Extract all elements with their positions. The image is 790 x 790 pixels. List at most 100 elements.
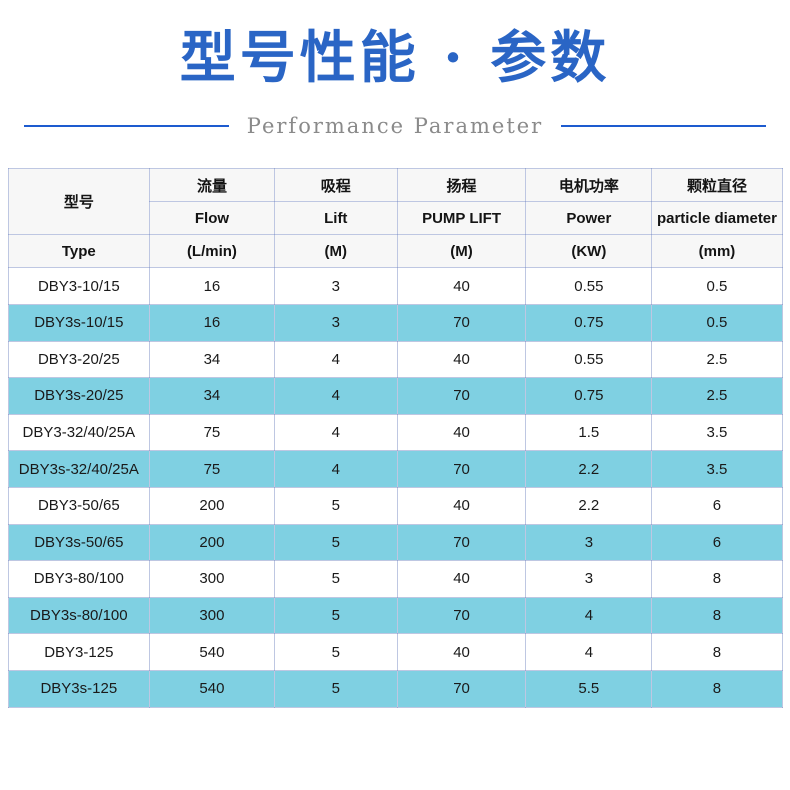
header-cell-unit: (M) (273, 234, 398, 269)
model-cell: DBY3s-10/15 (7, 303, 151, 342)
table-row: DBY3-50/65 200 5 40 2.2 6 (7, 486, 783, 525)
value-cell: 2.5 (651, 340, 783, 379)
header-cell-unit: (M) (396, 234, 527, 269)
model-cell: DBY3-32/40/25A (7, 413, 151, 452)
value-cell: 8 (651, 596, 783, 635)
header-cell-model: 型号 (7, 168, 151, 236)
value-cell: 40 (396, 413, 527, 452)
value-cell: 0.75 (525, 303, 653, 342)
model-cell: DBY3s-125 (7, 669, 151, 708)
subtitle-text: Performance Parameter (246, 114, 544, 139)
value-cell: 70 (396, 523, 527, 562)
value-cell: 34 (149, 377, 275, 415)
header-cell-unit: (KW) (525, 234, 653, 269)
value-cell: 1.5 (525, 413, 653, 452)
value-cell: 0.75 (525, 377, 653, 415)
header-cell-unit: Type (7, 234, 151, 269)
header-cell-cn: 流量 (149, 168, 275, 203)
value-cell: 5.5 (525, 669, 653, 708)
value-cell: 2.2 (525, 486, 653, 525)
model-cell: DBY3s-32/40/25A (7, 450, 151, 488)
table-row: DBY3-20/25 34 4 40 0.55 2.5 (7, 340, 783, 379)
value-cell: 70 (396, 377, 527, 415)
value-cell: 5 (273, 560, 398, 598)
value-cell: 70 (396, 669, 527, 708)
value-cell: 200 (149, 486, 275, 525)
value-cell: 3 (273, 303, 398, 342)
table-row: DBY3-10/15 16 3 40 0.55 0.5 (7, 267, 783, 305)
model-cell: DBY3-80/100 (7, 560, 151, 598)
header-cell-unit: (L/min) (149, 234, 275, 269)
model-cell: DBY3s-50/65 (7, 523, 151, 562)
header-row-en: Flow Lift PUMP LIFT Power particle diameter (8, 201, 783, 236)
value-cell: 40 (396, 340, 527, 379)
value-cell: 5 (273, 486, 398, 525)
model-cell: DBY3s-80/100 (7, 596, 151, 635)
header-cell-en: Lift (273, 201, 398, 236)
value-cell: 40 (396, 633, 527, 671)
value-cell: 540 (149, 669, 275, 708)
value-cell: 70 (396, 303, 527, 342)
value-cell: 16 (149, 267, 275, 305)
value-cell: 4 (525, 633, 653, 671)
table-row: DBY3s-50/65 200 5 70 3 6 (7, 523, 783, 562)
value-cell: 4 (273, 450, 398, 488)
value-cell: 2.2 (525, 450, 653, 488)
header-row-units: Type (L/min) (M) (M) (KW) (mm) (7, 234, 783, 269)
table-row: DBY3-125 540 5 40 4 8 (7, 633, 783, 671)
table-header: 型号 流量 吸程 扬程 电机功率 颗粒直径 Flow Lift PUMP LIFT Power pa… (7, 168, 783, 269)
value-cell: 4 (273, 377, 398, 415)
header-cell-en: particle diameter (651, 201, 783, 236)
header-cell-unit: (mm) (651, 234, 783, 269)
table-row: DBY3-80/100 300 5 40 3 8 (7, 560, 783, 598)
page-title: 型号性能 · 参数 (179, 25, 611, 91)
performance-table: 型号 流量 吸程 扬程 电机功率 颗粒直径 Flow Lift PUMP LIFT Power pa… (7, 168, 783, 708)
value-cell: 8 (651, 633, 783, 671)
value-cell: 3 (273, 267, 398, 305)
model-cell: DBY3-10/15 (7, 267, 151, 305)
value-cell: 16 (149, 303, 275, 342)
value-cell: 300 (149, 560, 275, 598)
value-cell: 5 (273, 523, 398, 562)
value-cell: 540 (149, 633, 275, 671)
table-row: DBY3-32/40/25A 75 4 40 1.5 3.5 (7, 413, 783, 452)
page: 型号性能 · 参数 Performance Parameter 型号 流量 吸程 扬程… (0, 26, 790, 790)
value-cell: 2.5 (651, 377, 783, 415)
header-cell-en: PUMP LIFT (396, 201, 527, 236)
value-cell: 5 (273, 669, 398, 708)
value-cell: 3.5 (651, 413, 783, 452)
value-cell: 3 (525, 560, 653, 598)
header-cell-en: Flow (149, 201, 275, 236)
subtitle: Performance Parameter (0, 114, 790, 138)
value-cell: 75 (149, 450, 275, 488)
table-body: DBY3-10/15 16 3 40 0.55 0.5 DBY3s-10/15 16 3 70 0.… (7, 267, 783, 708)
table-row: DBY3s-32/40/25A 75 4 70 2.2 3.5 (7, 450, 783, 488)
value-cell: 40 (396, 560, 527, 598)
value-cell: 300 (149, 596, 275, 635)
value-cell: 8 (651, 560, 783, 598)
model-cell: DBY3-125 (7, 633, 151, 671)
value-cell: 34 (149, 340, 275, 379)
header-row-cn: 型号 流量 吸程 扬程 电机功率 颗粒直径 (7, 168, 783, 236)
table-row: DBY3s-10/15 16 3 70 0.75 0.5 (7, 303, 783, 342)
subtitle-right-line (561, 125, 767, 128)
model-cell: DBY3s-20/25 (7, 377, 151, 415)
value-cell: 6 (651, 523, 783, 562)
table-row: DBY3s-20/25 34 4 70 0.75 2.5 (7, 377, 783, 415)
value-cell: 0.55 (525, 267, 653, 305)
value-cell: 0.55 (525, 340, 653, 379)
value-cell: 0.5 (651, 267, 783, 305)
model-cell: DBY3-50/65 (7, 486, 151, 525)
header-cell-cn: 电机功率 (525, 168, 653, 203)
model-cell: DBY3-20/25 (7, 340, 151, 379)
header-cell-cn: 扬程 (396, 168, 527, 203)
value-cell: 3 (525, 523, 653, 562)
value-cell: 8 (651, 669, 783, 708)
value-cell: 6 (651, 486, 783, 525)
value-cell: 70 (396, 450, 527, 488)
table-row: DBY3s-125 540 5 70 5.5 8 (7, 669, 783, 708)
value-cell: 4 (525, 596, 653, 635)
header-cell-en: Power (525, 201, 653, 236)
header-cell-cn: 吸程 (273, 168, 398, 203)
value-cell: 70 (396, 596, 527, 635)
